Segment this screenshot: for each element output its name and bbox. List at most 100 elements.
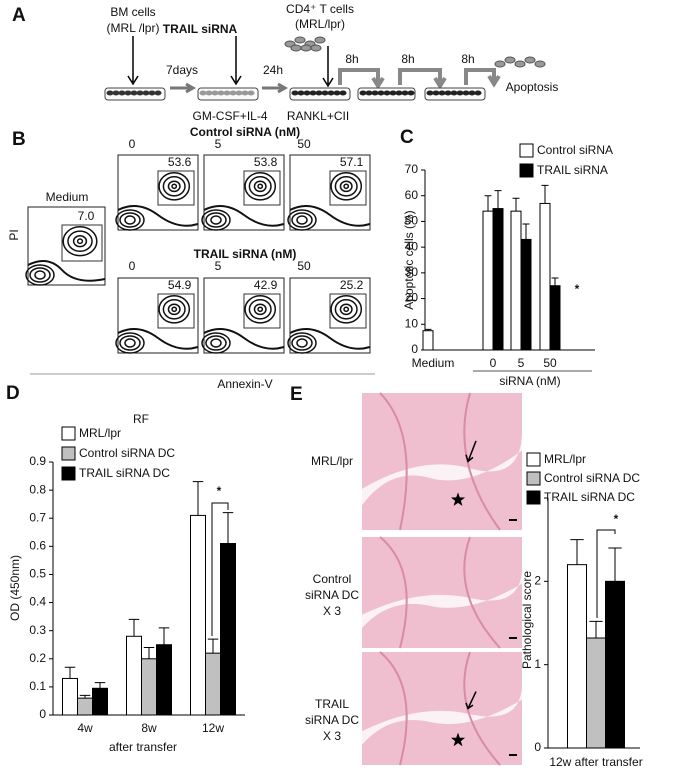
panel-label: A (12, 5, 26, 26)
error-bar (424, 328, 432, 331)
legend-swatch (61, 466, 76, 481)
cell (321, 90, 329, 96)
legend-label: MRL/lpr (544, 452, 586, 466)
x-tick-label: 5 (518, 356, 525, 370)
row-label: X 3 (323, 729, 341, 743)
label: BM cells (110, 5, 155, 19)
cell (327, 90, 335, 96)
label: CD4⁺ T cells (286, 2, 354, 16)
cell (199, 90, 207, 96)
cell (154, 90, 162, 96)
cell (494, 60, 506, 68)
dose-label: 5 (215, 137, 222, 151)
arrow (127, 36, 139, 86)
tissue-space (362, 685, 522, 745)
contour (244, 171, 277, 201)
error-bar (192, 481, 204, 516)
error-bar (608, 547, 622, 582)
legend-label: Control siRNA DC (79, 446, 175, 460)
bar (77, 697, 93, 716)
gate-value: 53.8 (254, 155, 278, 169)
contour (124, 338, 136, 348)
plot-label: Medium (46, 190, 89, 204)
contour (25, 264, 55, 286)
cell (407, 90, 415, 96)
row-label: X 3 (323, 604, 341, 618)
label: (MRL /lpr) (107, 21, 160, 35)
legend-swatch (526, 471, 541, 486)
cell (450, 90, 458, 96)
error-bar (494, 190, 502, 209)
contour (158, 171, 191, 201)
y-tick-label: 0 (39, 707, 46, 721)
contour (330, 171, 363, 201)
gate (329, 170, 367, 206)
contour (171, 306, 178, 313)
bar (156, 644, 172, 716)
dose-label: 50 (297, 137, 311, 151)
y-axis-label: Pathological score (520, 571, 534, 669)
bar (92, 687, 108, 716)
cell (365, 90, 373, 96)
contour (248, 299, 272, 320)
contour (296, 338, 308, 348)
y-tick-label: 20 (405, 291, 419, 305)
bar (482, 210, 494, 351)
contour (339, 303, 353, 316)
contour (339, 180, 353, 193)
bar (605, 580, 625, 749)
arrow (322, 46, 334, 88)
cell (118, 90, 126, 96)
x-tick-label: 4w (77, 721, 93, 735)
y-tick-label: 10 (405, 316, 419, 330)
contour (257, 306, 264, 313)
axis-label: Annexin-V (217, 377, 272, 391)
group-title: TRAIL siRNA (nM) (194, 247, 297, 261)
error-bar (589, 620, 603, 638)
star-marker (450, 732, 466, 747)
contour (29, 267, 51, 283)
cell (223, 90, 231, 96)
bar (62, 677, 78, 716)
contour (27, 260, 106, 282)
error-bar (158, 627, 170, 645)
cell (217, 90, 225, 96)
contour (287, 209, 317, 231)
error-bar (64, 666, 76, 679)
cell (524, 56, 536, 64)
contour (67, 230, 93, 253)
label: Apoptosis (506, 80, 559, 94)
label: (MRL/lpr) (295, 17, 345, 31)
bar (205, 652, 221, 716)
y-tick-label: 0.4 (29, 595, 46, 609)
label: 7days (166, 63, 198, 77)
cell (389, 90, 397, 96)
label: 8h (461, 52, 474, 66)
contour (72, 235, 88, 248)
contour (291, 335, 313, 351)
cell (294, 36, 306, 44)
row-label: siRNA DC (305, 713, 359, 727)
micrograph (362, 537, 522, 648)
panel-label: B (12, 129, 26, 150)
arrow (170, 82, 197, 94)
legend-swatch (519, 143, 534, 158)
contour (210, 215, 222, 225)
contour (117, 205, 199, 227)
y-tick-label: 2 (534, 574, 541, 588)
bar (520, 238, 532, 351)
cell (211, 90, 219, 96)
contour (334, 176, 358, 197)
x-axis-label: siRNA (nM) (499, 374, 560, 388)
legend-label: Control siRNA DC (544, 471, 640, 485)
arrow-marker (465, 440, 477, 463)
gate-value: 57.1 (340, 155, 364, 169)
error-bar (94, 682, 106, 689)
y-tick-label: 0.1 (29, 679, 46, 693)
x-tick-label: 50 (543, 356, 557, 370)
gate (243, 293, 281, 329)
panel-label: D (6, 383, 20, 404)
bar (126, 635, 142, 716)
cell (309, 90, 317, 96)
